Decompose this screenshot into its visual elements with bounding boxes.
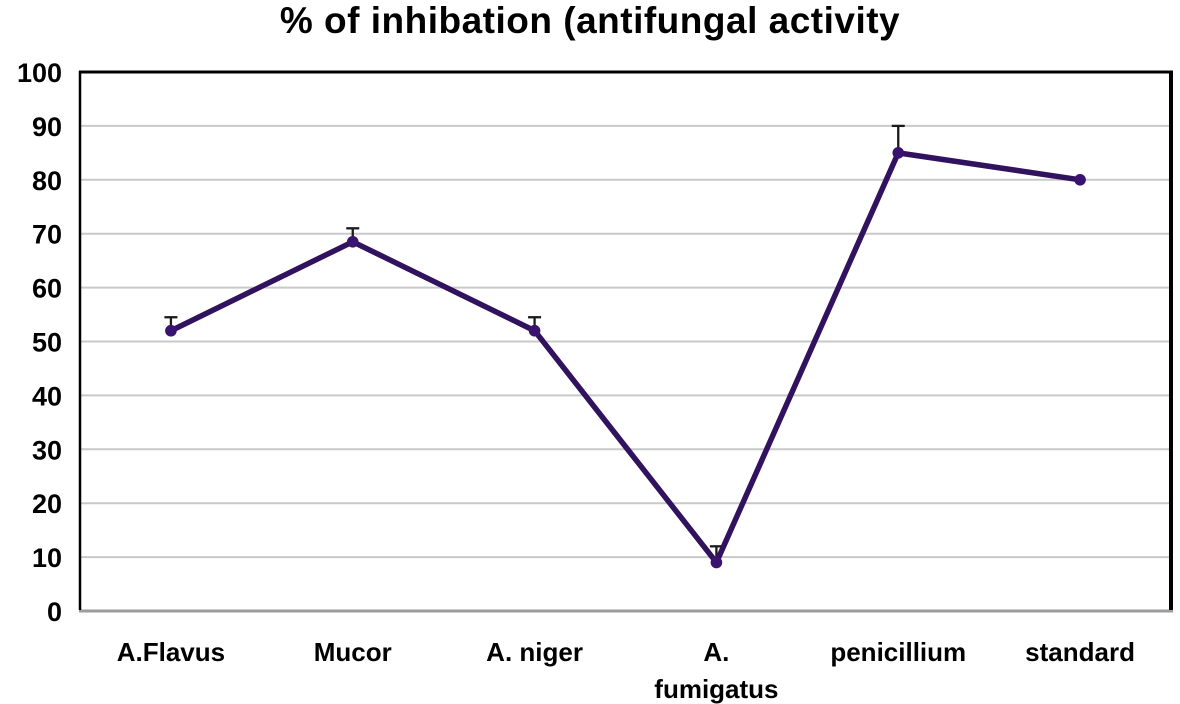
data-point-marker [346,235,359,248]
y-tick-label: 40 [32,381,62,411]
x-tick-label: A.Flavus [117,637,225,667]
y-tick-label: 20 [32,489,62,519]
x-tick-label: Mucor [314,637,392,667]
x-tick-label: standard [1025,637,1135,667]
y-tick-label: 30 [32,435,62,465]
x-tick-label: fumigatus [654,674,778,704]
y-tick-label: 50 [32,328,62,358]
y-tick-label: 90 [32,112,62,142]
line-series [168,150,1083,566]
x-tick-label: A. niger [486,637,583,667]
y-tick-label: 70 [32,220,62,250]
data-point-marker [710,556,723,569]
y-tick-label: 80 [32,166,62,196]
x-tick-label: penicillium [830,637,966,667]
y-tick-label: 10 [32,543,62,573]
y-tick-label: 60 [32,274,62,304]
y-tick-label: 0 [47,597,62,627]
data-point-marker [1074,174,1086,186]
data-point-marker [528,324,541,337]
data-point-marker [165,324,177,337]
y-tick-label: 100 [17,58,62,88]
x-tick-label: A. [703,637,729,667]
chart-title: % of inhibation (antifungal activity [279,0,901,41]
data-point-marker [892,147,905,159]
